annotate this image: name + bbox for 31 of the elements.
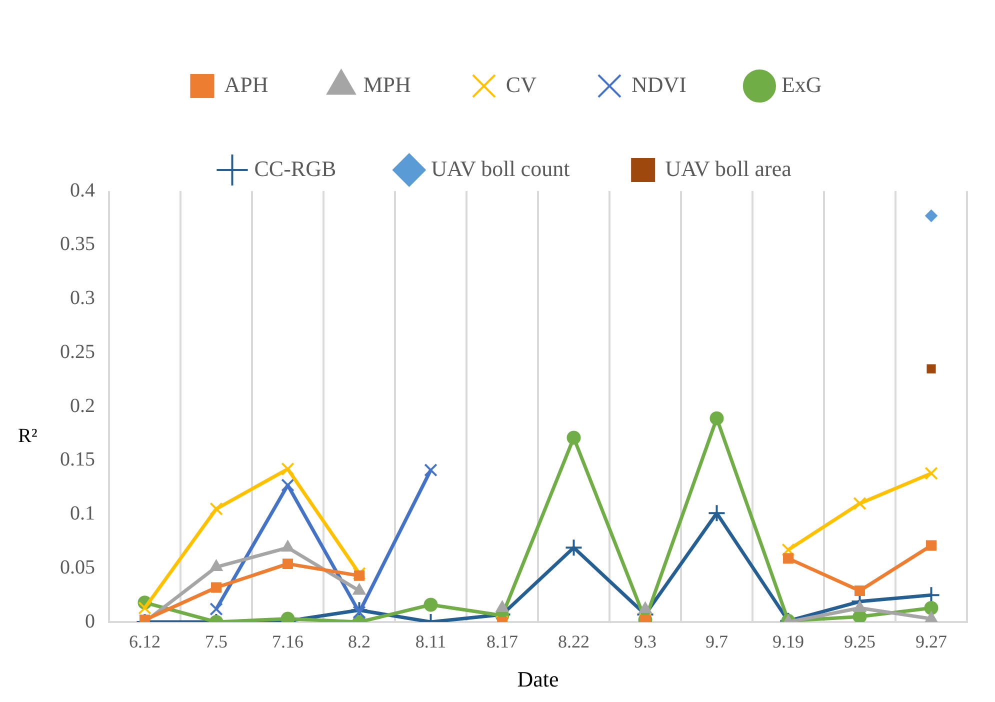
x-tick-label: 9.27: [916, 632, 947, 652]
y-tick-label: 0.2: [70, 394, 95, 417]
x-axis-title: Date: [517, 666, 559, 692]
y-tick-label: 0.4: [70, 179, 95, 202]
y-tick-label: 0.05: [60, 556, 95, 578]
y-tick-label: 0.15: [60, 448, 95, 471]
y-tick-label: 0: [85, 610, 95, 632]
legend-label: UAV boll count: [431, 156, 570, 181]
legend-label: NDVI: [631, 72, 686, 97]
legend-label: APH: [224, 72, 268, 97]
y-tick-label: 0.25: [60, 340, 95, 363]
x-tick-label: 9.19: [772, 632, 804, 652]
x-tick-label: 9.25: [844, 632, 876, 652]
legend-label: CV: [506, 72, 537, 97]
x-tick-label: 8.22: [558, 632, 590, 652]
x-tick-label: 8.11: [415, 632, 446, 652]
legend-label: ExG: [781, 72, 822, 97]
x-tick-label: 8.17: [486, 632, 518, 652]
y-axis-title: R²: [18, 424, 38, 447]
x-tick-label: 7.5: [205, 632, 228, 652]
y-tick-label: 0.1: [70, 502, 95, 524]
x-tick-label: 7.16: [272, 632, 304, 652]
x-tick-label: 6.12: [129, 632, 160, 652]
legend-label: MPH: [363, 72, 412, 97]
y-tick-label: 0.3: [70, 287, 95, 309]
x-tick-label: 8.2: [348, 632, 370, 652]
legend-label: UAV boll area: [665, 156, 792, 181]
x-tick-label: 9.3: [634, 632, 656, 652]
x-tick-label: 9.7: [706, 632, 728, 652]
legend-label: CC-RGB: [254, 156, 336, 181]
y-tick-label: 0.35: [60, 233, 95, 256]
